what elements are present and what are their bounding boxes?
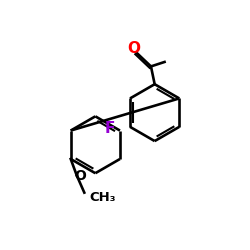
- Text: O: O: [74, 169, 86, 183]
- Text: CH₃: CH₃: [90, 190, 116, 203]
- Text: O: O: [127, 41, 140, 56]
- Text: F: F: [104, 121, 115, 136]
